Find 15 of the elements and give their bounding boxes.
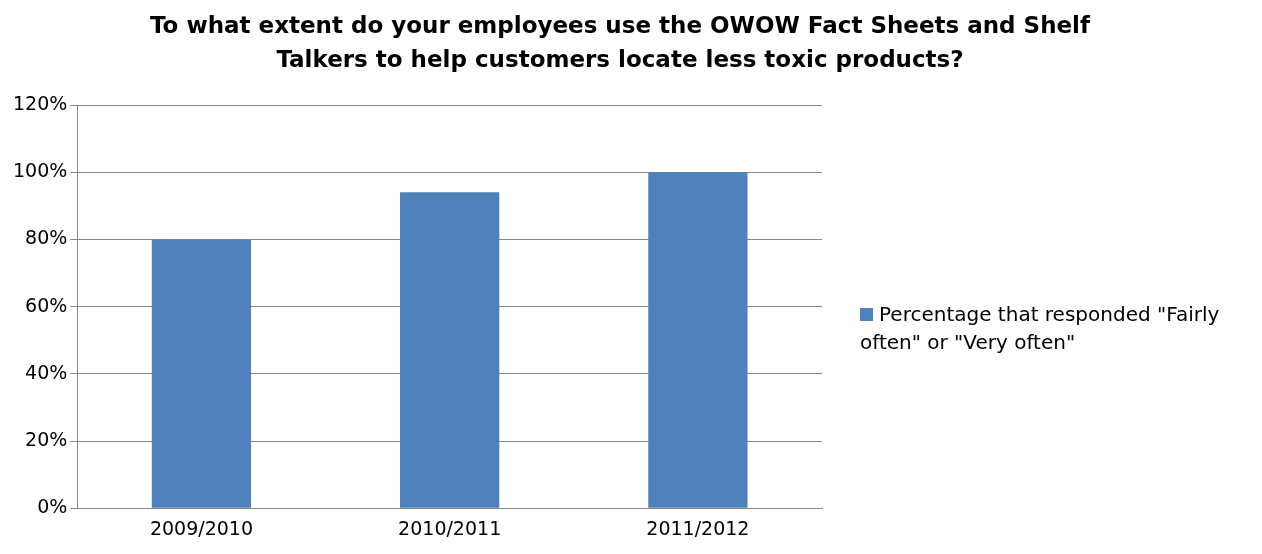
y-tick-label: 60% [25,293,68,316]
y-tick-label: 20% [25,427,68,450]
bar [648,172,748,508]
x-tick-label: 2010/2011 [398,516,502,539]
y-tick-label: 80% [25,226,68,249]
y-tick-label: 0% [37,495,68,518]
x-tick-label: 2009/2010 [149,516,253,539]
x-tick-label: 2011/2012 [646,516,750,539]
legend-label: Percentage that responded "Fairly often" or "Very often" [860,302,1220,354]
y-tick-label: 40% [25,360,68,383]
y-tick-label: 120% [12,91,68,114]
chart-title: To what extent do your employees use the OWOW Fact Sheets and Shelf Talkers to help customers locate less toxic products? [149,11,1092,74]
bar [400,192,500,508]
bar [151,239,252,508]
y-tick-label: 100% [12,159,68,182]
